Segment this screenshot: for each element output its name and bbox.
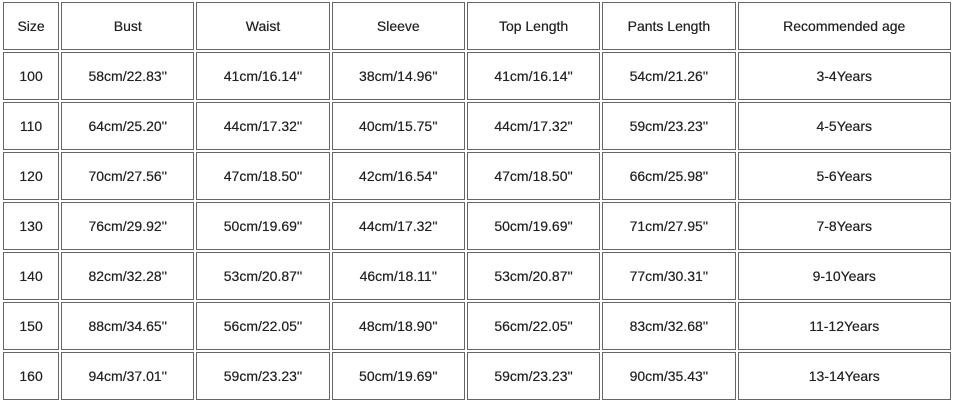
table-cell: 110 [3, 102, 60, 150]
table-cell: 56cm/22.05'' [466, 302, 601, 350]
table-cell: 88cm/34.65'' [61, 302, 195, 350]
table-cell: 41cm/16.14'' [466, 52, 601, 100]
table-cell: 160 [3, 352, 60, 400]
table-cell: 59cm/23.23'' [602, 102, 736, 150]
table-cell: 100 [3, 52, 60, 100]
table-cell: 13-14Years [737, 352, 951, 400]
column-header: Pants Length [602, 2, 736, 50]
table-cell: 130 [3, 202, 60, 250]
table-cell: 76cm/29.92'' [61, 202, 195, 250]
column-header: Bust [61, 2, 195, 50]
table-cell: 94cm/37.01'' [61, 352, 195, 400]
table-cell: 82cm/32.28'' [61, 252, 195, 300]
table-cell: 150 [3, 302, 60, 350]
table-cell: 3-4Years [737, 52, 951, 100]
table-cell: 58cm/22.83'' [61, 52, 195, 100]
table-cell: 71cm/27.95'' [602, 202, 736, 250]
table-row: 120 70cm/27.56'' 47cm/18.50'' 42cm/16.54'' 4… [3, 152, 951, 200]
table-cell: 64cm/25.20'' [61, 102, 195, 150]
table-cell: 53cm/20.87'' [466, 252, 601, 300]
table-cell: 66cm/25.98'' [602, 152, 736, 200]
table-cell: 7-8Years [737, 202, 951, 250]
table-cell: 50cm/19.69'' [196, 202, 330, 250]
table-cell: 44cm/17.32'' [331, 202, 465, 250]
table-cell: 56cm/22.05'' [196, 302, 330, 350]
table-cell: 11-12Years [737, 302, 951, 350]
table-row: 100 58cm/22.83'' 41cm/16.14'' 38cm/14.96'' 4… [3, 52, 951, 100]
table-cell: 41cm/16.14'' [196, 52, 330, 100]
table-cell: 44cm/17.32'' [196, 102, 330, 150]
table-cell: 47cm/18.50'' [196, 152, 330, 200]
table-cell: 53cm/20.87'' [196, 252, 330, 300]
table-cell: 48cm/18.90'' [331, 302, 465, 350]
column-header: Sleeve [331, 2, 465, 50]
table-cell: 44cm/17.32'' [466, 102, 601, 150]
table-row: 160 94cm/37.01'' 59cm/23.23'' 50cm/19.69'' 5… [3, 352, 951, 400]
table-cell: 90cm/35.43'' [602, 352, 736, 400]
column-header: Size [3, 2, 60, 50]
table-cell: 38cm/14.96'' [331, 52, 465, 100]
table-cell: 83cm/32.68'' [602, 302, 736, 350]
header-row: Size Bust Waist Sleeve Top Length Pants Lengt… [3, 2, 951, 50]
table-row: 140 82cm/32.28'' 53cm/20.87'' 46cm/18.11'' 5… [3, 252, 951, 300]
table-cell: 54cm/21.26'' [602, 52, 736, 100]
column-header: Recommended age [737, 2, 951, 50]
table-cell: 77cm/30.31'' [602, 252, 736, 300]
table-cell: 140 [3, 252, 60, 300]
table-cell: 5-6Years [737, 152, 951, 200]
table-cell: 46cm/18.11'' [331, 252, 465, 300]
table-cell: 42cm/16.54'' [331, 152, 465, 200]
table-body: 100 58cm/22.83'' 41cm/16.14'' 38cm/14.96'' 4… [3, 52, 951, 400]
table-cell: 50cm/19.69'' [331, 352, 465, 400]
column-header: Top Length [466, 2, 601, 50]
table-cell: 120 [3, 152, 60, 200]
table-cell: 59cm/23.23'' [466, 352, 601, 400]
table-cell: 50cm/19.69'' [466, 202, 601, 250]
table-cell: 47cm/18.50'' [466, 152, 601, 200]
table-row: 130 76cm/29.92'' 50cm/19.69'' 44cm/17.32'' 5… [3, 202, 951, 250]
column-header: Waist [196, 2, 330, 50]
table-cell: 59cm/23.23'' [196, 352, 330, 400]
table-cell: 9-10Years [737, 252, 951, 300]
table-row: 110 64cm/25.20'' 44cm/17.32'' 40cm/15.75'' 4… [3, 102, 951, 150]
table-row: 150 88cm/34.65'' 56cm/22.05'' 48cm/18.90'' 5… [3, 302, 951, 350]
table-cell: 40cm/15.75'' [331, 102, 465, 150]
table-cell: 70cm/27.56'' [61, 152, 195, 200]
table-cell: 4-5Years [737, 102, 951, 150]
